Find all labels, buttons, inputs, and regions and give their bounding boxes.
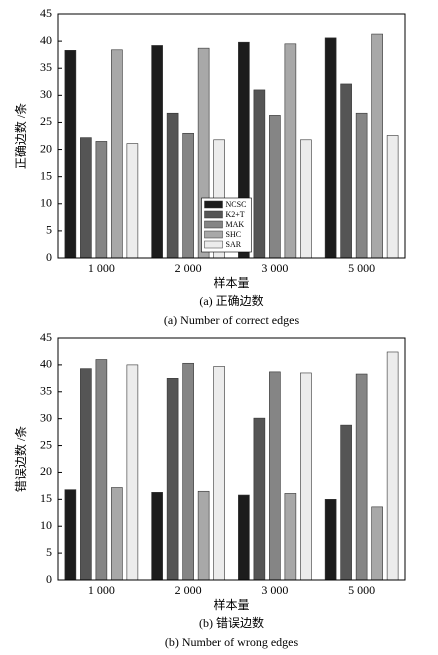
y-tick-label: 40 xyxy=(40,33,52,47)
bar xyxy=(64,50,77,259)
y-axis-label: 正确边数 /条 xyxy=(13,103,28,169)
bar xyxy=(80,137,92,259)
x-tick-label: 1 000 xyxy=(88,583,115,597)
bar xyxy=(324,499,337,581)
bar xyxy=(64,489,77,581)
y-tick-label: 0 xyxy=(46,250,52,264)
bar xyxy=(80,368,92,581)
legend-label: SAR xyxy=(226,240,242,249)
legend-swatch xyxy=(204,200,223,209)
bar xyxy=(386,135,399,259)
caption: (a) Number of correct edges xyxy=(164,313,300,327)
bar xyxy=(111,487,123,581)
legend-swatch xyxy=(204,240,223,249)
y-tick-label: 25 xyxy=(40,437,52,451)
bar xyxy=(300,372,312,581)
x-tick-label: 5 000 xyxy=(348,261,375,275)
y-tick-label: 10 xyxy=(40,196,52,210)
bar xyxy=(166,112,179,259)
bar xyxy=(197,490,210,581)
bar xyxy=(253,89,266,259)
legend-label: MAK xyxy=(226,220,245,229)
bar xyxy=(151,45,163,259)
bar xyxy=(269,115,281,259)
y-tick-label: 15 xyxy=(40,168,52,182)
bar xyxy=(182,362,194,581)
bar xyxy=(371,506,383,581)
y-tick-label: 35 xyxy=(40,384,52,398)
y-tick-label: 20 xyxy=(40,141,52,155)
caption: (a) 正确边数 xyxy=(199,293,263,308)
y-tick-label: 0 xyxy=(46,572,52,586)
caption: (b) 错误边数 xyxy=(199,615,264,630)
x-axis-label: 样本量 xyxy=(213,597,249,612)
y-tick-label: 45 xyxy=(40,6,52,20)
bar xyxy=(324,37,337,259)
y-tick-label: 30 xyxy=(40,410,52,424)
legend-swatch xyxy=(204,220,223,229)
bar xyxy=(126,364,139,581)
y-tick-label: 45 xyxy=(40,330,52,344)
bar xyxy=(269,371,281,581)
y-tick-label: 5 xyxy=(46,545,52,559)
bar xyxy=(95,141,108,259)
y-tick-label: 35 xyxy=(40,60,52,74)
bar xyxy=(340,424,352,581)
x-tick-label: 1 000 xyxy=(88,261,115,275)
x-axis-label: 样本量 xyxy=(213,275,249,290)
x-tick-label: 3 000 xyxy=(261,261,288,275)
y-tick-label: 10 xyxy=(40,518,52,532)
plot-frame xyxy=(57,13,406,259)
x-tick-label: 2 000 xyxy=(175,583,202,597)
y-tick-label: 5 xyxy=(46,223,52,237)
bar xyxy=(213,366,225,581)
bar xyxy=(253,417,266,581)
bar xyxy=(238,494,250,581)
bar xyxy=(386,351,399,581)
legend-label: K2+T xyxy=(226,210,245,219)
x-tick-label: 2 000 xyxy=(175,261,202,275)
bar xyxy=(126,143,139,259)
legend-label: NCSC xyxy=(226,200,247,209)
bar xyxy=(371,33,383,259)
bar xyxy=(95,359,108,581)
legend-swatch xyxy=(204,210,223,219)
x-tick-label: 3 000 xyxy=(261,583,288,597)
bar xyxy=(182,132,194,259)
bar xyxy=(300,139,312,259)
legend-label: SHC xyxy=(226,230,242,239)
y-tick-label: 20 xyxy=(40,464,52,478)
bar xyxy=(111,49,123,259)
y-tick-label: 15 xyxy=(40,491,52,505)
plot-frame xyxy=(57,337,406,581)
bar xyxy=(284,43,297,259)
bar xyxy=(355,112,368,259)
bar xyxy=(284,493,297,581)
y-tick-label: 40 xyxy=(40,357,52,371)
bar xyxy=(151,492,163,581)
bar xyxy=(166,378,179,581)
caption: (b) Number of wrong edges xyxy=(165,635,299,649)
y-tick-label: 25 xyxy=(40,114,52,128)
y-axis-label: 错误边数 /条 xyxy=(13,426,28,492)
x-tick-label: 5 000 xyxy=(348,583,375,597)
legend-swatch xyxy=(204,230,223,239)
bar xyxy=(355,373,368,581)
y-tick-label: 30 xyxy=(40,87,52,101)
bar xyxy=(340,83,352,259)
